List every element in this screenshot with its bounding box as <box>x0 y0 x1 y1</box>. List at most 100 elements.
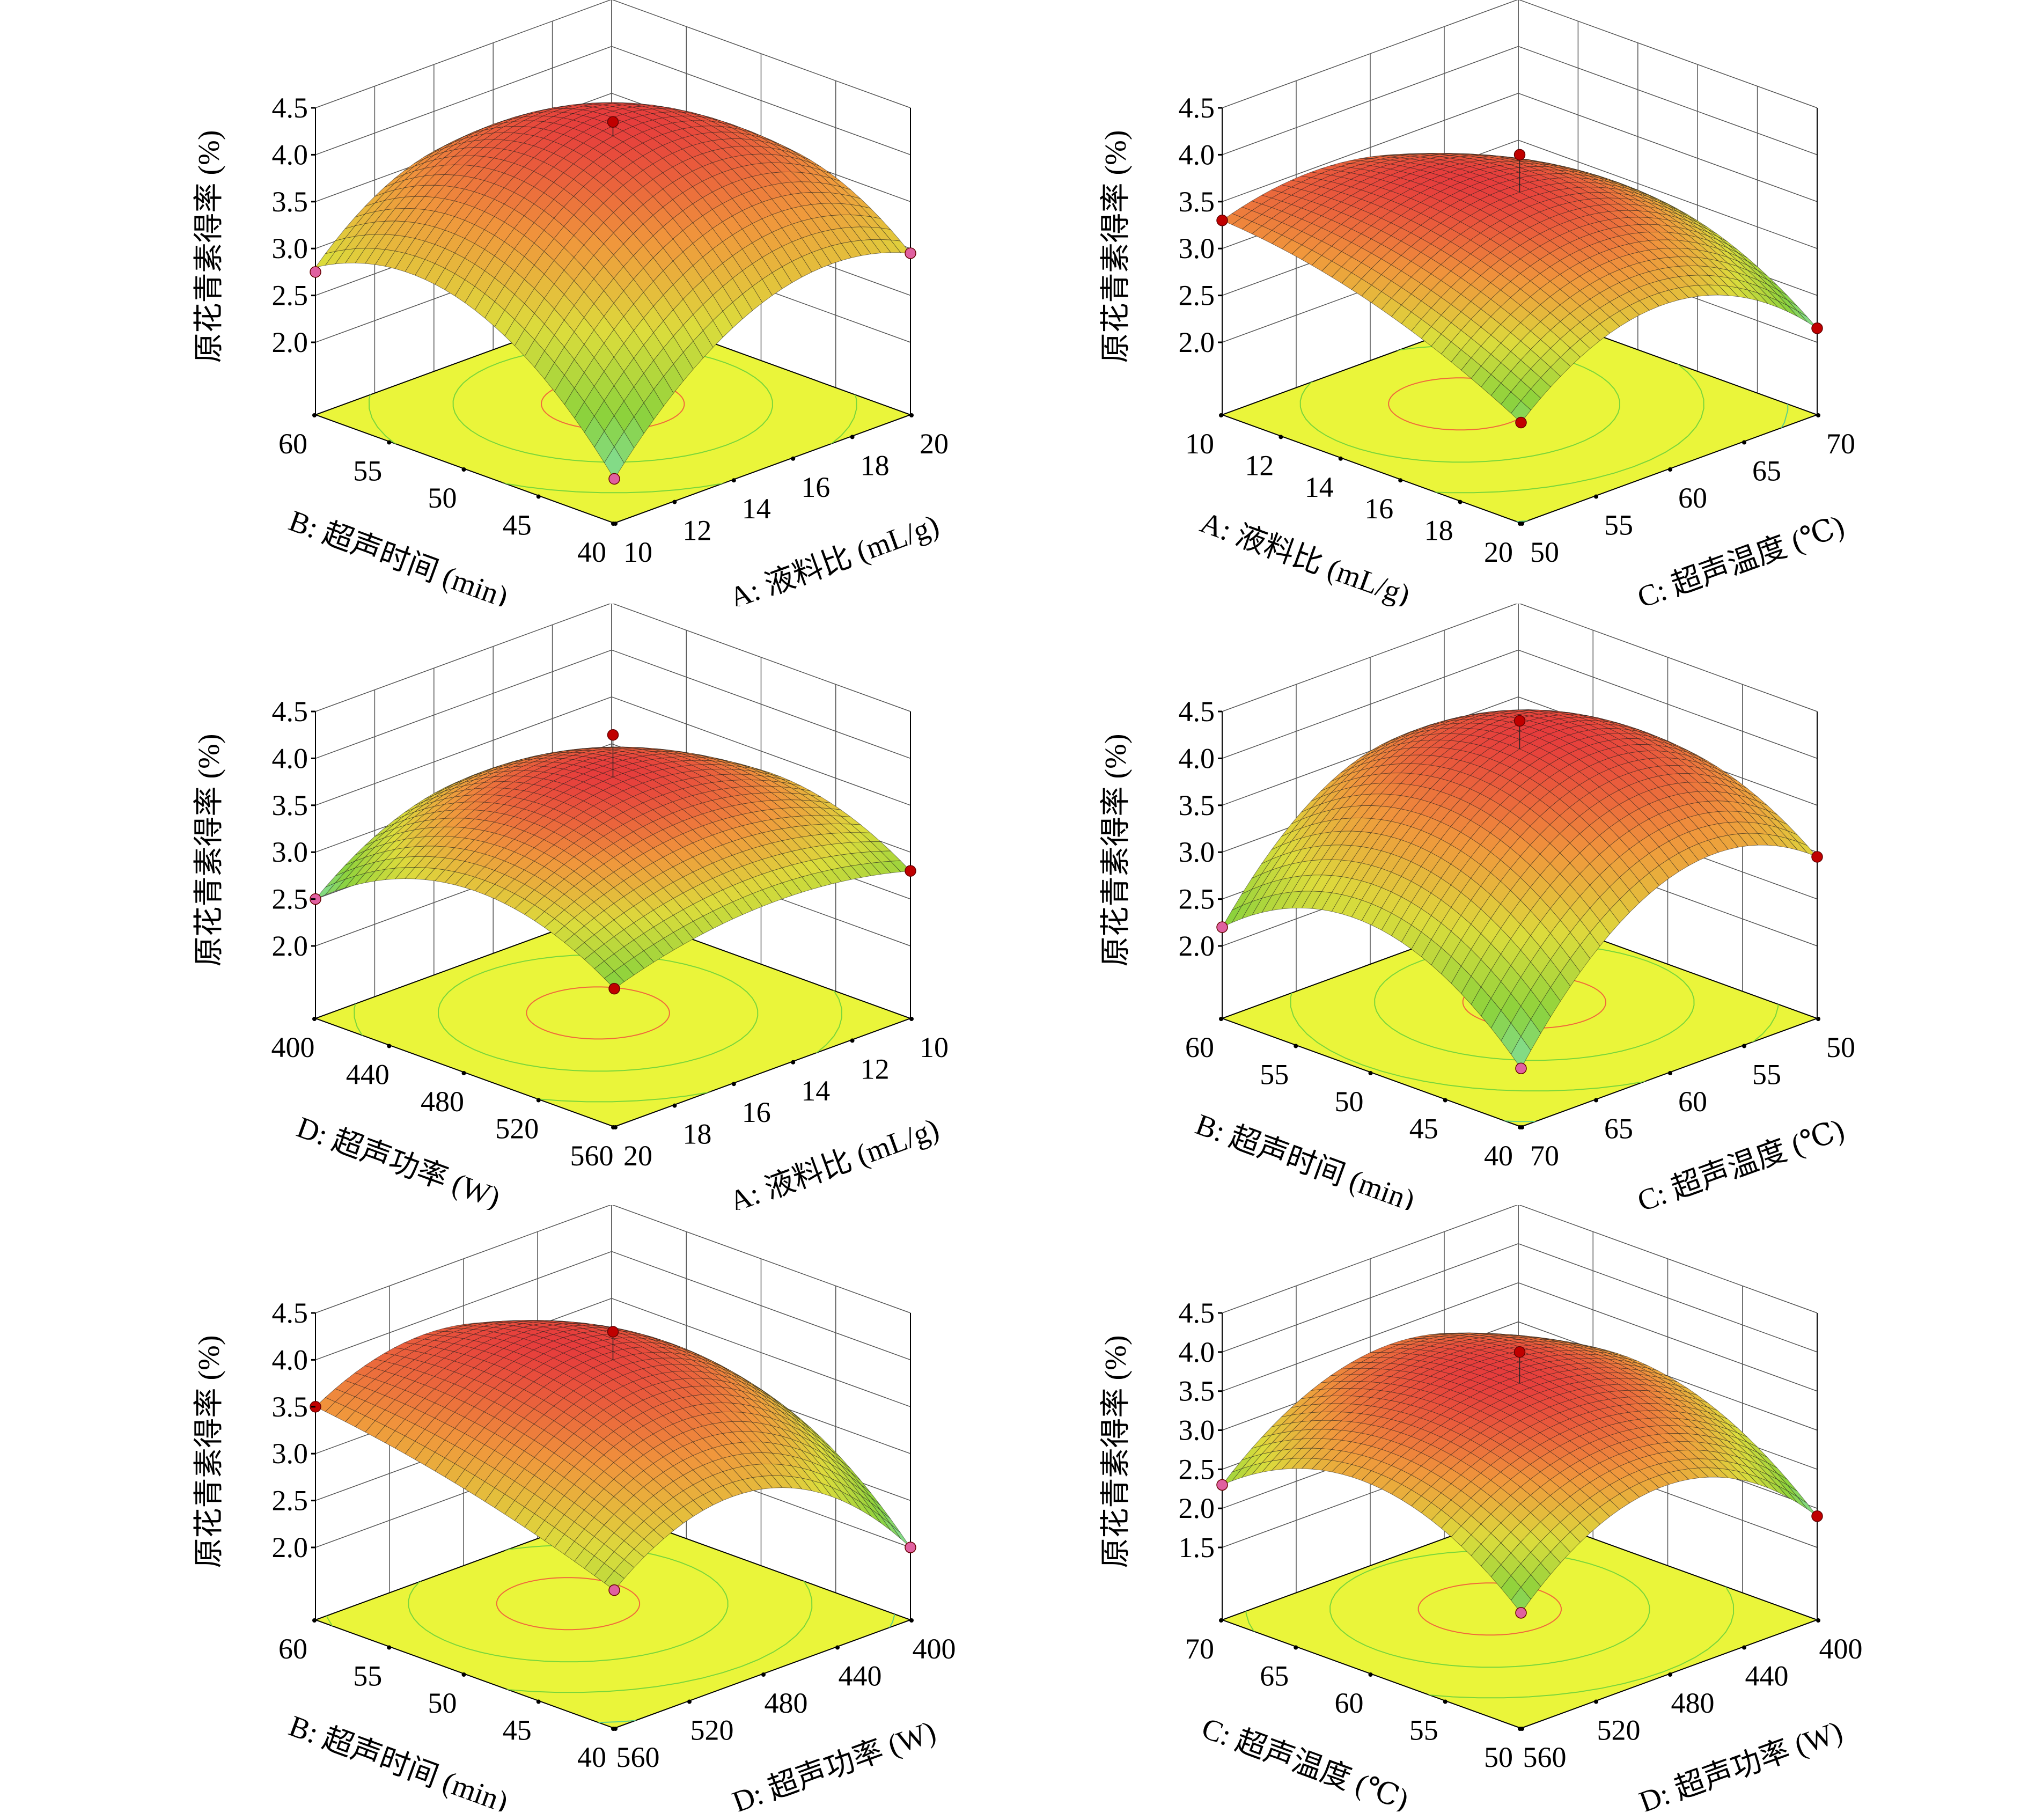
contour-line <box>1417 1582 1562 1636</box>
design-point <box>1515 1062 1527 1074</box>
right-axis-tick-label: 50 <box>1826 1031 1855 1063</box>
left-axis-tick-label: 16 <box>1364 493 1393 525</box>
left-axis-tick <box>1398 478 1403 483</box>
response-surface <box>1221 1332 1818 1613</box>
contour-line <box>1299 345 1621 463</box>
z-tick-label: 4.0 <box>1179 742 1215 774</box>
wall-gridline <box>1518 46 1818 156</box>
surface-plot-2: 2.0 2.5 3.0 3.5 4.0 4.5 原花青素得率 (%) 20 18 16 14 12 10… <box>1068 0 1872 614</box>
wall-gridline <box>315 1251 612 1361</box>
right-axis-tick <box>1742 1044 1746 1048</box>
left-axis-tick <box>312 1618 317 1623</box>
surface-cell <box>1510 1036 1531 1069</box>
wall-gridline <box>611 1298 911 1407</box>
left-axis-tick <box>1458 500 1463 504</box>
left-axis-tick <box>1368 1071 1373 1075</box>
wall-gridline <box>1222 1243 1519 1353</box>
left-axis-tick <box>312 413 317 417</box>
right-axis-tick-label: 14 <box>742 493 771 525</box>
z-tick-label: 2.0 <box>1179 930 1215 962</box>
design-point <box>608 1584 620 1596</box>
wall-gridline <box>1518 649 1818 759</box>
z-tick-label: 4.0 <box>272 742 308 774</box>
left-axis-tick-label: 60 <box>278 428 307 460</box>
surface-cell <box>604 446 624 480</box>
z-tick-label: 3.5 <box>1179 789 1215 821</box>
left-axis-tick-label: 60 <box>1185 1031 1214 1063</box>
right-axis-tick <box>1816 413 1820 417</box>
design-point <box>608 982 620 995</box>
right-axis-tick <box>1520 522 1524 526</box>
right-axis-tick-label: 70 <box>1530 1140 1559 1172</box>
wall-gridline <box>1518 603 1818 712</box>
left-axis-tick-label: 14 <box>1305 471 1334 503</box>
left-axis-title: B: 超声时间 (min) <box>284 504 512 606</box>
surface-cell <box>604 1571 624 1591</box>
right-axis-tick-label: 440 <box>839 1660 882 1692</box>
design-point <box>905 865 916 877</box>
left-axis-tick <box>1219 1017 1223 1021</box>
right-axis-tick-label: 10 <box>920 1031 949 1063</box>
right-axis-tick-label: 14 <box>801 1075 830 1107</box>
design-point <box>905 247 916 259</box>
right-axis-tick-label: 65 <box>1752 455 1781 487</box>
right-axis-tick-label: 60 <box>1678 1085 1707 1118</box>
surface-cell <box>1510 400 1531 423</box>
z-axis-title: 原花青素得率 (%) <box>1099 734 1133 967</box>
left-axis-tick-label: 45 <box>503 509 532 541</box>
right-axis-tick <box>1594 1098 1598 1103</box>
z-tick-label: 3.0 <box>272 836 308 868</box>
design-point <box>607 1326 619 1338</box>
right-axis-tick-label: 50 <box>1530 536 1559 568</box>
left-axis-tick-label: 55 <box>353 1660 382 1692</box>
z-tick-label: 3.5 <box>272 186 308 218</box>
wall-gridline <box>315 696 612 806</box>
right-axis-tick-label: 70 <box>1826 428 1855 460</box>
left-axis-tick <box>1294 1044 1298 1048</box>
z-tick-label: 3.0 <box>272 1437 308 1470</box>
right-axis-tick-label: 18 <box>861 449 890 481</box>
z-tick-label: 4.0 <box>272 1344 308 1376</box>
right-axis-tick <box>761 1672 766 1677</box>
contour-line <box>1329 1550 1650 1668</box>
wall-gridline <box>1518 140 1818 249</box>
surface-plot-1: 2.0 2.5 3.0 3.5 4.0 4.5 原花青素得率 (%) 40 45 50 55 60 B:… <box>161 0 966 615</box>
response-surface <box>1222 709 1818 1069</box>
z-axis-title: 原花青素得率 (%) <box>193 734 226 967</box>
z-tick-label: 3.5 <box>272 1391 308 1423</box>
z-tick-label: 2.0 <box>272 1531 308 1564</box>
right-axis-tick-label: 16 <box>742 1096 771 1128</box>
z-tick-label: 4.5 <box>1179 695 1215 728</box>
z-tick-label: 4.0 <box>272 138 308 171</box>
wall-gridline <box>611 46 911 156</box>
design-point <box>608 473 620 485</box>
wall-gridline <box>1222 0 1518 108</box>
left-axis-tick-label: 50 <box>1335 1085 1364 1118</box>
left-axis-title: B: 超声时间 (min) <box>284 1709 512 1811</box>
wall-gridline <box>611 603 911 712</box>
z-tick-label: 4.0 <box>1179 138 1215 171</box>
right-axis-tick-label: 12 <box>861 1053 890 1085</box>
design-point <box>905 1542 916 1553</box>
right-axis-tick <box>1816 1017 1820 1021</box>
right-axis-tick <box>1668 1071 1672 1075</box>
wall-gridline <box>1222 1282 1519 1392</box>
design-point <box>1216 215 1228 226</box>
left-axis-tick-label: 50 <box>428 482 457 514</box>
left-axis-tick-label: 50 <box>428 1687 457 1719</box>
z-tick-label: 3.0 <box>1179 232 1215 265</box>
response-surface <box>315 102 911 480</box>
right-axis-tick <box>672 1103 677 1108</box>
design-point <box>1216 921 1228 933</box>
right-axis-tick-label: 20 <box>623 1140 652 1172</box>
z-tick-label: 4.5 <box>1179 92 1215 124</box>
right-axis-tick <box>909 1017 914 1021</box>
left-axis-tick-label: 10 <box>1185 428 1214 460</box>
wall-gridline <box>611 649 911 759</box>
right-axis-tick-label: 55 <box>1604 509 1633 541</box>
right-axis-title: D: 超声功率 (W) <box>728 1715 940 1811</box>
